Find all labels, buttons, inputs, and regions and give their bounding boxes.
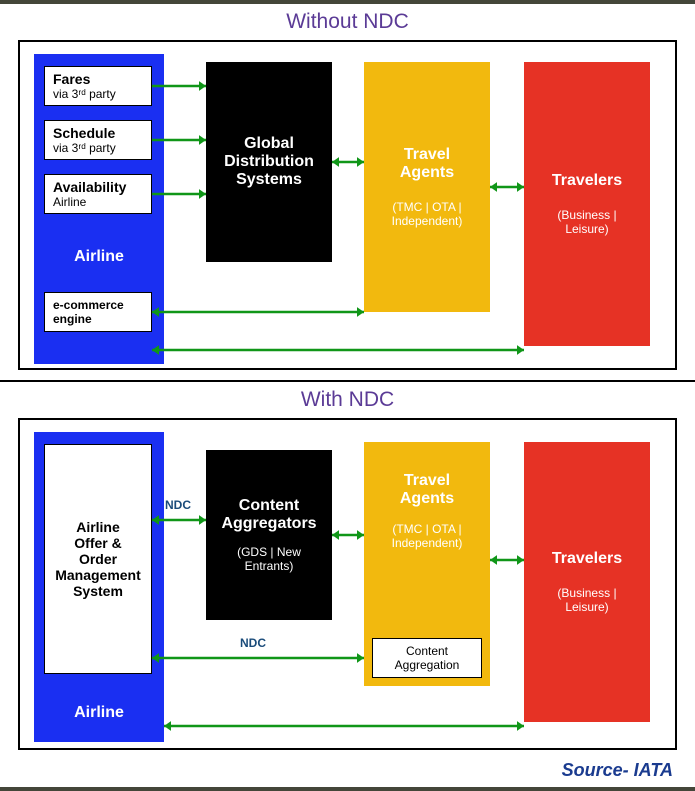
ecommerce-l2: engine xyxy=(53,312,92,326)
ecommerce-l1: e-commerce xyxy=(53,298,124,312)
aoms-box: Airline Offer & Order Management System xyxy=(44,444,152,674)
schedule-sub: via 3ʳᵈ party xyxy=(53,141,116,155)
title-with-ndc: With NDC xyxy=(0,382,695,414)
panel-with-ndc: Airline Offer & Order Management System … xyxy=(18,418,677,750)
content-aggregators-box: Content Aggregators (GDS | New Entrants) xyxy=(206,450,332,620)
schedule-box: Schedule via 3ʳᵈ party xyxy=(44,120,152,160)
availability-box: Availability Airline xyxy=(44,174,152,214)
source-label: Source- IATA xyxy=(0,760,695,787)
availability-sub: Airline xyxy=(53,195,86,209)
travel-agents-box: Travel Agents (TMC | OTA | Independent) xyxy=(364,62,490,312)
gds-box: Global Distribution Systems xyxy=(206,62,332,262)
airline-label-2: Airline xyxy=(34,700,164,726)
airline-label: Airline xyxy=(34,242,164,272)
ecommerce-box: e-commerce engine xyxy=(44,292,152,332)
edge-label: NDC xyxy=(240,636,266,650)
title-without-ndc: Without NDC xyxy=(0,4,695,36)
edge-label: NDC xyxy=(165,498,191,512)
fares-sub: via 3ʳᵈ party xyxy=(53,87,116,101)
fares-box: Fares via 3ʳᵈ party xyxy=(44,66,152,106)
availability-title: Availability xyxy=(53,179,126,195)
schedule-title: Schedule xyxy=(53,125,115,141)
content-aggregation-box: Content Aggregation xyxy=(372,638,482,678)
travelers-box: Travelers (Business | Leisure) xyxy=(524,62,650,346)
travelers-box-2: Travelers (Business | Leisure) xyxy=(524,442,650,722)
panel-without-ndc: Fares via 3ʳᵈ party Schedule via 3ʳᵈ par… xyxy=(18,40,677,370)
fares-title: Fares xyxy=(53,71,90,87)
diagram-root: Without NDC Fares via 3ʳᵈ party Schedule… xyxy=(0,0,695,791)
